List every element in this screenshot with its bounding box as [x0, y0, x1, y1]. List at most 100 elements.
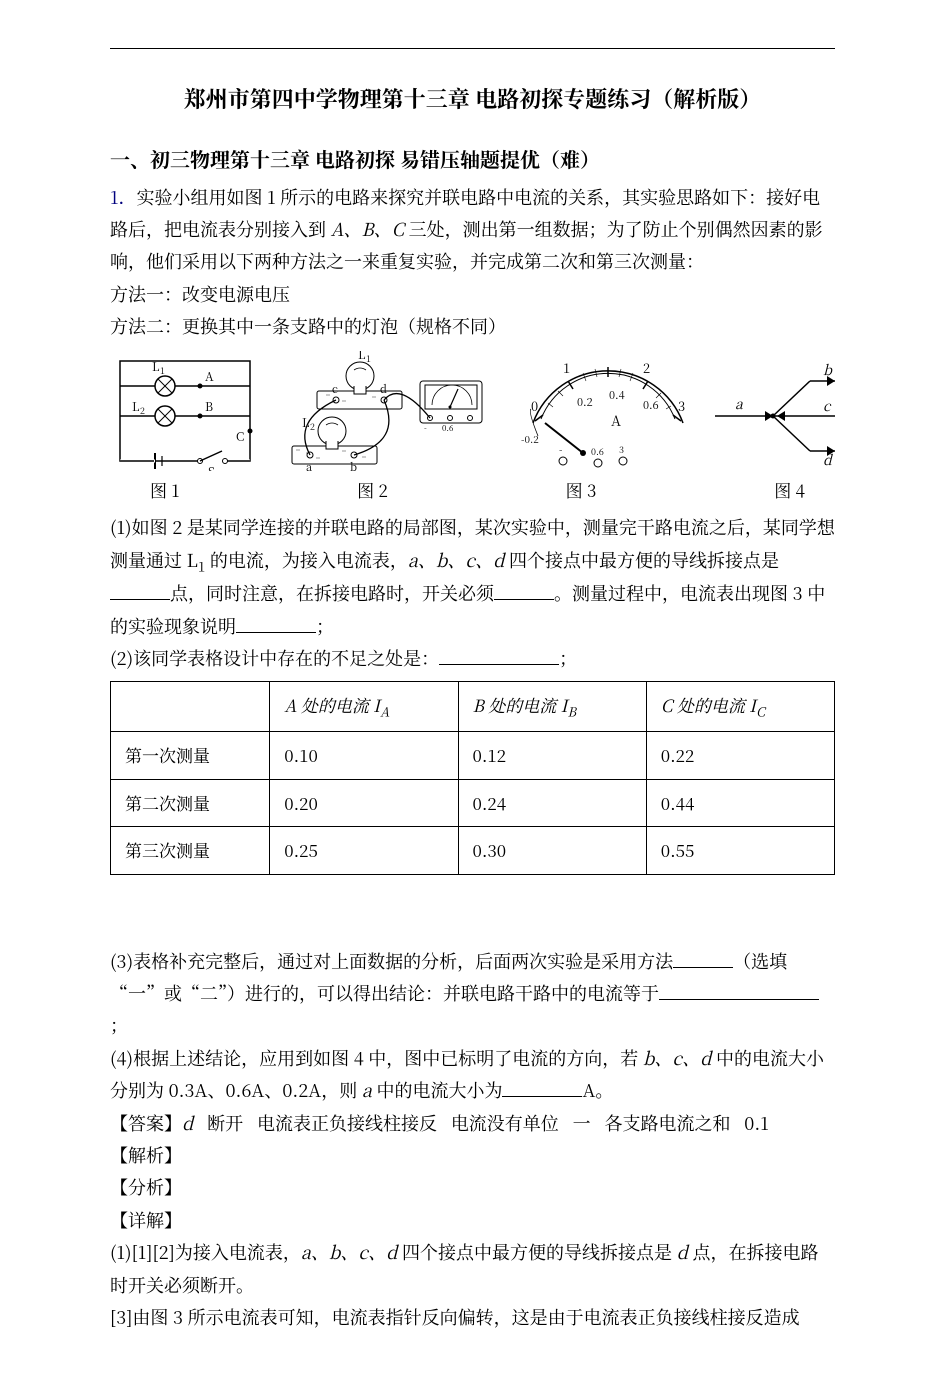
d1-c: 四个接点中最方便的导线拆接点是 — [397, 1239, 676, 1265]
table-cell: 第一次测量 — [111, 731, 270, 779]
section-heading: 一、初三物理第十三章 电路初探 易错压轴题提优（难） — [110, 141, 835, 177]
p4-d: a — [362, 1077, 372, 1103]
svg-text:d: d — [823, 450, 833, 470]
detail-1: (1)[1][2]为接入电流表，a、b、c、d 四个接点中最方便的导线拆接点是 … — [110, 1236, 835, 1301]
question-number: 1． — [110, 184, 136, 210]
fig2-caption: 图 2 — [357, 475, 388, 506]
blank-1[interactable] — [110, 581, 170, 600]
fig3-caption: 图 3 — [566, 475, 597, 506]
p1-c: a、b、c、d — [408, 547, 505, 573]
svg-text:L: L — [358, 351, 366, 363]
spacer — [110, 885, 835, 945]
paragraph-4: (4)根据上述结论，应用到如图 4 中，图中已标明了电流的方向，若 b、c、d … — [110, 1042, 835, 1107]
detail-2: [3]由图 3 所示电流表可知，电流表指针反向偏转，这是由于电流表正负接线柱接反… — [110, 1301, 835, 1333]
svg-text:B: B — [205, 398, 213, 415]
ans-5: 各支路电流之和 — [604, 1110, 730, 1136]
d1-d: d — [677, 1239, 688, 1265]
p3-b: （选填 — [733, 948, 787, 974]
table-header-row: A 处的电流 IA B 处的电流 IB C 处的电流 IC — [111, 681, 835, 731]
ans-2: 电流表正负接线柱接反 — [257, 1110, 437, 1136]
table-row: 第三次测量 0.25 0.30 0.55 — [111, 827, 835, 875]
figure-4: a b c d — [715, 361, 835, 471]
document-title: 郑州市第四中学物理第十三章 电路初探专题练习（解析版） — [110, 79, 835, 119]
blank-6[interactable] — [659, 981, 819, 1000]
svg-text:a: a — [306, 459, 313, 471]
p3-a: (3)表格补充完整后，通过对上面数据的分析，后面两次实验是采用方法 — [110, 948, 673, 974]
svg-text:L: L — [132, 398, 140, 415]
svg-text:d: d — [380, 381, 387, 397]
figures-row: L1 A L2 B C — [110, 351, 835, 471]
table-row: 第一次测量 0.10 0.12 0.22 — [111, 731, 835, 779]
svg-text:-0.2: -0.2 — [521, 431, 539, 446]
svg-text:0.6: 0.6 — [591, 445, 604, 458]
d1-b: a、b、c、d — [301, 1239, 398, 1265]
p4-b: b、c、d — [643, 1045, 712, 1071]
svg-text:2: 2 — [643, 358, 650, 377]
svg-text:1: 1 — [160, 364, 165, 377]
svg-text:0.4: 0.4 — [609, 387, 625, 403]
ans-0: d — [182, 1110, 193, 1136]
q1-points: A、B、C — [331, 216, 404, 242]
p2-text: (2)该同学表格设计中存在的不足之处是： — [110, 645, 439, 671]
paragraph-3: (3)表格补充完整后，通过对上面数据的分析，后面两次实验是采用方法 （选填 “一”… — [110, 945, 835, 1042]
circuit-diagram-icon: L1 A L2 B C — [110, 351, 260, 471]
blank-4[interactable] — [439, 646, 559, 665]
q1-intro: 1．实验小组用如图 1 所示的电路来探究并联电路中电流的关系，其实验思路如下：接… — [110, 181, 835, 278]
svg-text:C: C — [236, 428, 244, 445]
figure-2: L2 a b L1 c d — [282, 351, 492, 471]
data-table: A 处的电流 IA B 处的电流 IB C 处的电流 IC 第一次测量 0.10… — [110, 681, 835, 875]
paragraph-1: (1)如图 2 是某同学连接的并联电路的局部图，某次实验中，测量完干路电流之后，… — [110, 511, 835, 642]
p1-e: 点，同时注意，在拆接电路时，开关必须 — [170, 580, 494, 606]
xiangjie-label: 【详解】 — [110, 1204, 835, 1236]
table-cell: 第三次测量 — [111, 827, 270, 875]
paragraph-2: (2)该同学表格设计中存在的不足之处是：； — [110, 642, 835, 674]
blank-7[interactable] — [502, 1078, 582, 1097]
method-2: 方法二：更换其中一条支路中的灯泡（规格不同） — [110, 310, 835, 342]
blank-5[interactable] — [673, 949, 733, 968]
svg-text:3: 3 — [678, 396, 685, 415]
jiexi-label: 【解析】 — [110, 1139, 835, 1171]
table-cell: 0.20 — [270, 779, 458, 827]
svg-text:0.6: 0.6 — [442, 423, 453, 434]
p4-f: A。 — [582, 1077, 613, 1103]
svg-text:-: - — [424, 423, 427, 434]
answer-label: 【答案】 — [110, 1110, 182, 1136]
blank-3[interactable] — [236, 614, 316, 633]
svg-text:3: 3 — [619, 443, 624, 456]
ans-4: 一 — [573, 1110, 591, 1136]
table-header-cell: A 处的电流 IA — [270, 681, 458, 731]
ans-1: 断开 — [207, 1110, 243, 1136]
table-header-cell — [111, 681, 270, 731]
svg-text:L: L — [152, 358, 160, 375]
p1-b: 的电流，为接入电流表， — [205, 547, 408, 573]
top-rule — [110, 48, 835, 49]
d1-a: (1)[1][2]为接入电流表， — [110, 1239, 301, 1265]
current-node-icon: a b c d — [715, 361, 835, 471]
svg-text:b: b — [350, 459, 357, 471]
svg-text:b: b — [823, 361, 833, 380]
svg-text:-: - — [559, 441, 563, 456]
svg-text:c: c — [823, 396, 832, 416]
p4-a: (4)根据上述结论，应用到如图 4 中，图中已标明了电流的方向，若 — [110, 1045, 643, 1071]
ammeter-scale-icon: 0 1 2 3 0.2 0.4 0.6 A - 0.6 3 -0.2 — [513, 351, 693, 471]
svg-text:2: 2 — [310, 420, 315, 433]
table-cell: 0.30 — [458, 827, 646, 875]
table-cell: 0.25 — [270, 827, 458, 875]
p3-d: ； — [110, 1012, 128, 1038]
table-cell: 0.55 — [646, 827, 834, 875]
table-cell: 0.24 — [458, 779, 646, 827]
table-row: 第二次测量 0.20 0.24 0.44 — [111, 779, 835, 827]
fenxi-label: 【分析】 — [110, 1171, 835, 1203]
p3-c: “一”或“二”）进行的，可以得出结论：并联电路干路中的电流等于 — [110, 980, 659, 1006]
svg-text:c: c — [332, 381, 338, 397]
figure-captions: 图 1 图 2 图 3 图 4 — [110, 475, 835, 506]
svg-text:0: 0 — [531, 396, 538, 415]
blank-2[interactable] — [494, 581, 554, 600]
fig1-caption: 图 1 — [150, 475, 179, 506]
ans-6: 0.1 — [744, 1110, 768, 1136]
p4-e: 中的电流大小为 — [372, 1077, 503, 1103]
figure-3: 0 1 2 3 0.2 0.4 0.6 A - 0.6 3 -0.2 — [513, 351, 693, 471]
bulb-ammeter-icon: L2 a b L1 c d — [282, 351, 492, 471]
svg-text:1: 1 — [563, 358, 570, 377]
table-header-cell: C 处的电流 IC — [646, 681, 834, 731]
